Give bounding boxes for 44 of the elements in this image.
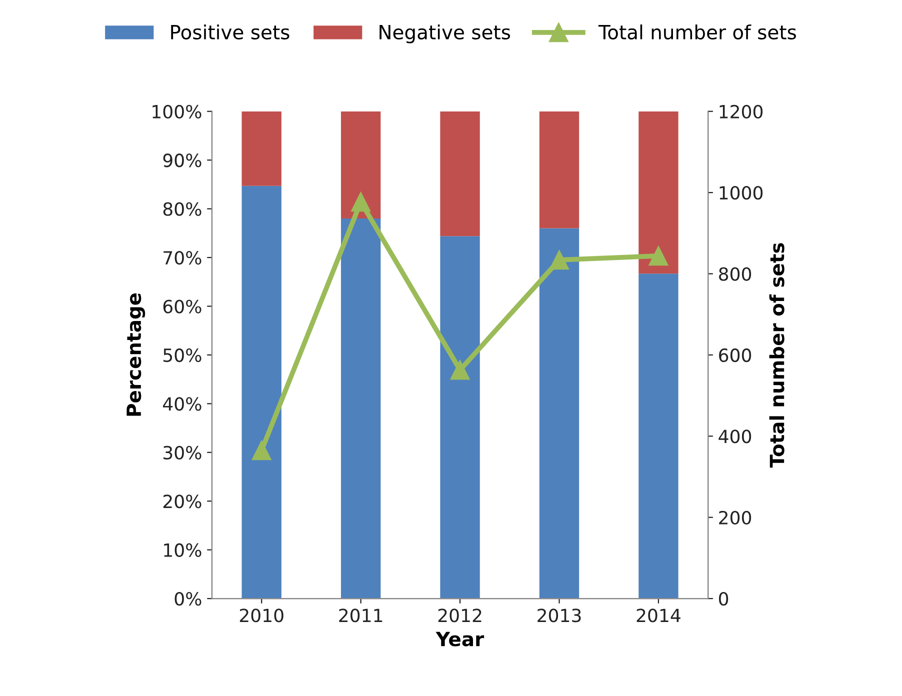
y-axis-title: Percentage (126, 293, 146, 416)
bar (340, 111, 381, 219)
y2-axis-title: Total number of sets (769, 243, 784, 468)
point (252, 440, 272, 460)
y-tick-label: 60% (163, 300, 202, 314)
y2-tick-label: 1000 (720, 186, 763, 200)
y-tick-label: 50% (164, 348, 202, 362)
bar (440, 236, 480, 599)
legend-label: Positive sets (171, 24, 290, 40)
bar (440, 111, 480, 236)
legend-label: Negative sets (380, 24, 510, 44)
point (648, 246, 668, 266)
legend-label: Total number of sets (598, 24, 796, 40)
y2-tick-label: 200 (719, 510, 752, 524)
bar (340, 218, 381, 599)
bar (242, 111, 282, 186)
x-axis-title: Year (436, 632, 484, 646)
y-tick-label: 80% (163, 202, 202, 216)
y-tick-label: 10% (164, 543, 202, 557)
bar (242, 186, 282, 599)
bar (539, 111, 580, 228)
y2-tick-label: 400 (718, 430, 752, 444)
y-tick-label: 70% (164, 250, 202, 265)
x-tick-label: 2011 (339, 608, 382, 622)
point (450, 360, 470, 380)
y-tick-label: 40% (163, 397, 202, 411)
y-tick-label: 20% (163, 494, 202, 508)
y2-tick-label: 600 (719, 348, 752, 362)
y2-tick-label: 1200 (720, 104, 763, 118)
x-tick-label: 2010 (240, 608, 284, 622)
y-tick-label: 90% (163, 154, 202, 168)
bar (539, 228, 580, 599)
point (351, 192, 371, 212)
x-tick-label: 2013 (538, 608, 581, 622)
y-tick-label: 30% (163, 446, 202, 460)
bar (638, 274, 678, 599)
bar (638, 111, 678, 274)
y-tick-label: 100% (152, 104, 202, 118)
x-tick-label: 2012 (438, 608, 482, 622)
y2-tick-label: 0 (718, 592, 728, 606)
y2-tick-label: 800 (719, 267, 752, 281)
point (550, 250, 569, 270)
x-tick-label: 2014 (636, 608, 680, 622)
y-tick-label: 0% (174, 592, 202, 606)
